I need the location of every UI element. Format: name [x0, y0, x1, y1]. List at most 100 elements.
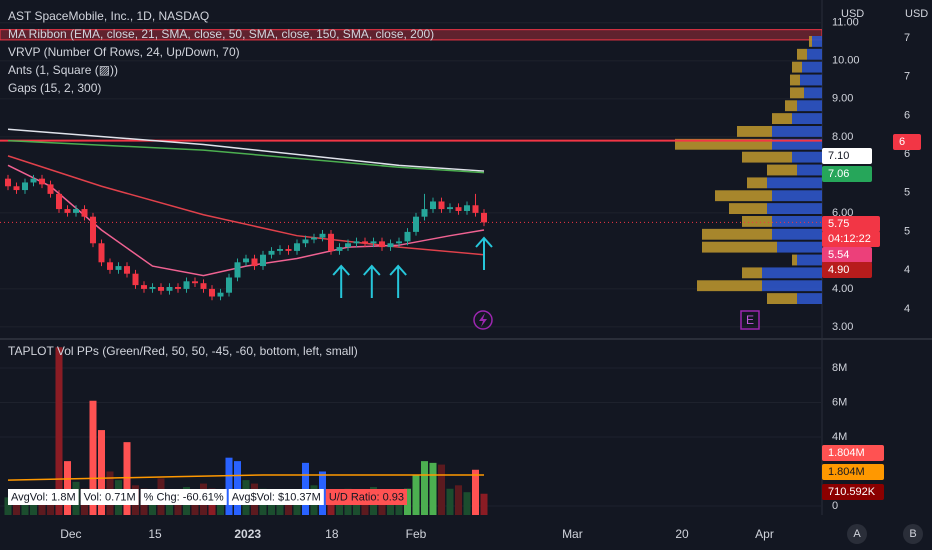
volume-bar	[438, 464, 445, 515]
profile-down	[715, 190, 772, 202]
profile-up	[800, 74, 822, 86]
candle-body	[430, 201, 436, 210]
y-tick-label: 0	[832, 500, 838, 512]
earnings-icon[interactable]	[740, 310, 760, 330]
y-tick-label: 10.00	[832, 55, 860, 67]
candle-body	[268, 250, 275, 255]
candle-body	[260, 254, 266, 267]
candle-body	[277, 248, 283, 251]
control-button[interactable]	[903, 524, 923, 544]
price-badge	[822, 262, 872, 278]
profile-up	[767, 177, 822, 189]
y-tick-label: 9.00	[832, 93, 853, 105]
y-tick-label: 3.00	[832, 321, 853, 333]
profile-up	[772, 126, 822, 137]
profile-up	[772, 228, 822, 240]
candle-body	[472, 205, 479, 213]
volume-badge	[822, 484, 884, 500]
profile-down	[767, 164, 797, 176]
candle-body	[209, 288, 215, 297]
profile-down	[742, 267, 762, 279]
candle-body	[421, 209, 428, 217]
control-button[interactable]	[847, 524, 867, 544]
candle-body	[294, 243, 300, 251]
volume-bar	[293, 495, 301, 515]
stat-label: AvgVol: 1.8M	[11, 491, 76, 503]
profile-up	[797, 164, 822, 176]
x-tick-label: 2023	[234, 527, 261, 541]
indicator-label: Gaps (15, 2, 300)	[8, 81, 101, 95]
candle-body	[404, 231, 411, 242]
price-badge-label: 6	[899, 136, 905, 148]
candle-body	[319, 233, 326, 238]
indicator-label: VRVP (Number Of Rows, 24, Up/Down, 70)	[8, 45, 240, 59]
candle-body	[5, 178, 11, 187]
x-tick-label: Apr	[755, 527, 774, 541]
volume-bar	[13, 499, 20, 515]
stat-label: Vol: 0.71M	[84, 491, 136, 503]
y-tick-label: 6.00	[832, 207, 853, 219]
profile-up	[777, 241, 822, 253]
candle-body	[336, 247, 343, 251]
chart-title: AST SpaceMobile, Inc., 1D, NASDAQ	[8, 9, 209, 23]
candle-body	[370, 241, 377, 244]
profile-up	[797, 254, 822, 266]
price-badge-label: 04:12:22	[828, 233, 871, 245]
profile-down	[737, 126, 772, 137]
volume-badge-label: 710.592K	[828, 486, 876, 498]
profile-down	[767, 293, 797, 304]
candle-body	[166, 287, 173, 291]
candle-body	[234, 262, 241, 278]
profile-up	[797, 100, 822, 112]
volume-bar	[98, 430, 105, 515]
indicator-label: MA Ribbon (EMA, close, 21, SMA, close, 5…	[8, 27, 434, 41]
profile-up	[772, 216, 822, 227]
volume-bar	[472, 469, 479, 515]
resistance-band	[0, 29, 822, 41]
candle-body	[98, 243, 105, 263]
profile-down	[772, 113, 792, 124]
volume-badge-label: 1.804M	[828, 447, 865, 459]
price-badge	[822, 166, 872, 182]
candle-body	[328, 233, 334, 251]
profile-down	[790, 87, 804, 99]
profile-up	[812, 36, 822, 47]
signal-arrow	[475, 236, 493, 270]
stat-box	[80, 489, 139, 505]
candle-body	[115, 266, 122, 270]
x-tick-label: Dec	[60, 527, 81, 541]
volume-bar	[302, 462, 309, 515]
profile-down	[742, 216, 772, 227]
volume-bar	[38, 497, 46, 515]
candle-body	[353, 241, 360, 244]
candle-body	[243, 258, 249, 263]
candle-body	[217, 292, 224, 297]
volume-bar	[30, 500, 37, 515]
scale2-label: 6	[904, 109, 910, 121]
volume-bar	[463, 492, 471, 515]
dividend-bolt	[479, 313, 487, 327]
profile-up	[762, 267, 822, 279]
candle-body	[132, 273, 139, 286]
profile-down	[792, 254, 797, 266]
profile-up	[762, 280, 822, 292]
candle-body	[192, 281, 198, 284]
control-label: A	[853, 528, 861, 540]
candle-body	[413, 216, 419, 232]
profile-down	[697, 280, 762, 292]
candle-body	[81, 209, 88, 217]
stat-label: U/D Ratio: 0.93	[329, 491, 404, 503]
candle-body	[226, 277, 232, 293]
candle-body	[438, 201, 445, 210]
profile-up	[804, 87, 822, 99]
volume-badge	[822, 445, 884, 461]
avg-volume-line	[7, 474, 484, 481]
candle-body	[285, 248, 292, 251]
y-tick-label: 6M	[832, 396, 847, 408]
volume-badge-label: 1.804M	[828, 466, 865, 478]
profile-up	[772, 138, 822, 150]
candle-body	[149, 287, 156, 289]
candle-body	[124, 266, 130, 274]
dividend-icon[interactable]	[473, 310, 493, 330]
